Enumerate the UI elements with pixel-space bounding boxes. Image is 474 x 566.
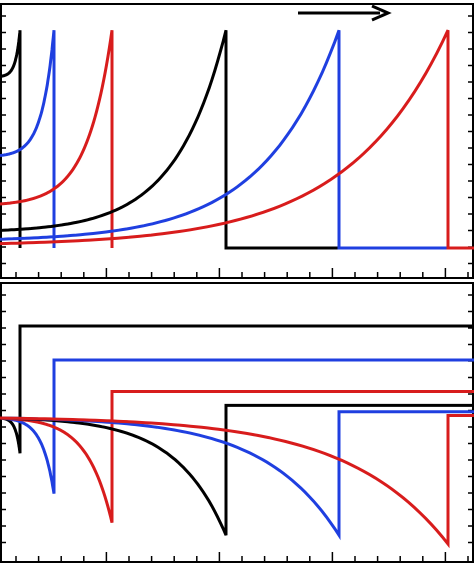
arrow-head	[371, 4, 392, 22]
bottom-panel	[0, 282, 474, 563]
bottom-series-4	[0, 403, 474, 536]
top-panel	[0, 3, 474, 279]
top-series-1	[0, 30, 22, 248]
bottom-frame	[0, 282, 474, 563]
bottom-series-2	[0, 358, 474, 494]
bottom-series-1	[0, 324, 474, 454]
bottom-series-6	[0, 414, 474, 549]
top-series-6	[0, 29, 474, 250]
top-series-2	[0, 30, 56, 248]
top-frame	[0, 3, 474, 279]
top-arrow	[298, 4, 392, 22]
top-series-4	[0, 29, 474, 250]
top-series-5	[0, 29, 474, 250]
bottom-series-5	[0, 410, 474, 541]
top-series-3	[0, 29, 114, 248]
